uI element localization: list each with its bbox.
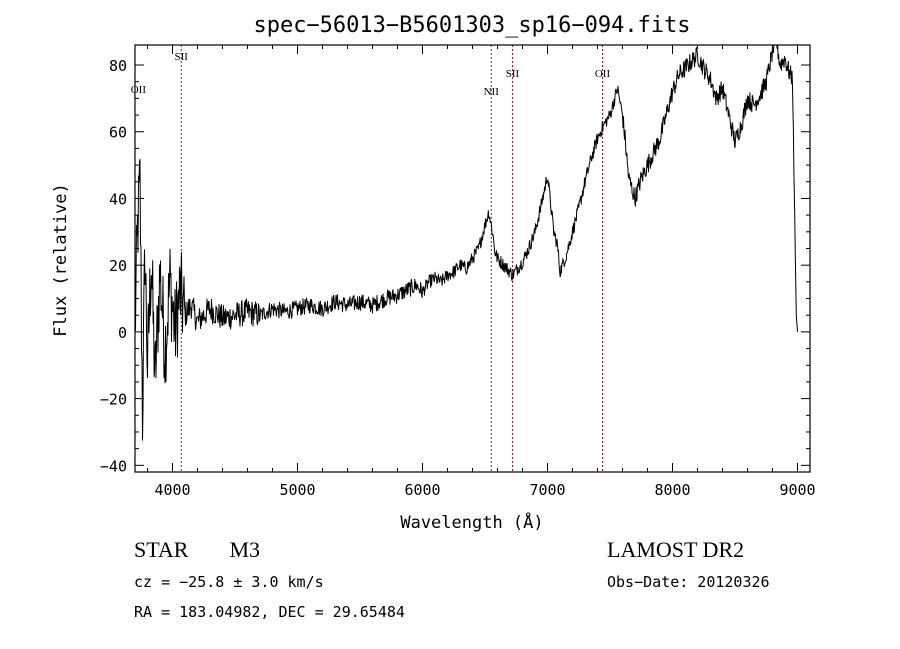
y-tick-label: 80: [109, 57, 127, 75]
x-tick-label: 9000: [779, 481, 815, 499]
y-tick-label: 20: [109, 257, 127, 275]
coordinates-label: RA = 183.04982, DEC = 29.65484: [134, 603, 405, 621]
annotation-label: SII: [175, 51, 189, 63]
y-tick-label: −40: [100, 457, 127, 475]
x-tick-label: 7000: [529, 481, 565, 499]
object-class-label: STAR M3: [134, 537, 260, 563]
x-axis-label: Wavelength (Å): [400, 511, 543, 533]
x-tick-label: 5000: [279, 481, 315, 499]
chart-title: spec−56013−B5601303_sp16−094.fits: [253, 13, 690, 38]
x-tick-label: 8000: [654, 481, 690, 499]
redshift-label: cz = −25.8 ± 3.0 km/s: [134, 573, 324, 591]
series-layer: [134, 44, 798, 441]
y-tick-label: −20: [100, 391, 127, 409]
x-axis-ticks: 4000 5000 6000 7000 8000 9000: [147, 45, 816, 499]
x-tick-label: 4000: [154, 481, 190, 499]
object-class: STAR: [134, 537, 189, 562]
y-axis-label: Flux (relative): [51, 183, 71, 337]
spectrum-line: [134, 44, 798, 441]
y-tick-label: 40: [109, 190, 127, 208]
annotation-label: OII: [131, 84, 147, 96]
object-subclass: M3: [229, 537, 261, 562]
emission-line-annotations: OII SII NII SII OII: [131, 45, 611, 472]
y-axis-ticks: −40 −20 0 20 40 60 80: [100, 57, 810, 475]
annotation-label: NII: [484, 86, 500, 98]
y-tick-label: 0: [118, 324, 127, 342]
observation-date: Obs−Date: 20120326: [607, 573, 770, 591]
survey-label: LAMOST DR2: [607, 537, 745, 562]
y-tick-label: 60: [109, 124, 127, 142]
annotation-label: SII: [506, 68, 520, 80]
annotation-label: OII: [595, 68, 611, 80]
x-tick-label: 6000: [404, 481, 440, 499]
